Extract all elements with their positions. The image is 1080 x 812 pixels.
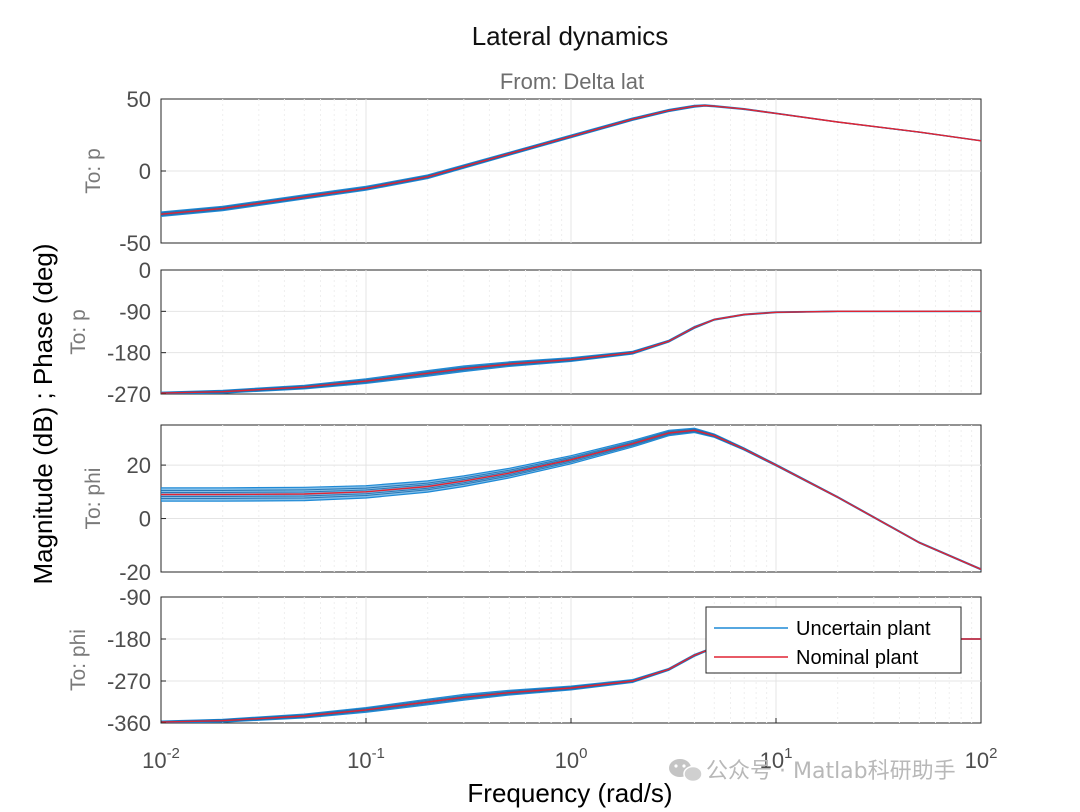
grid-lines-0: [161, 99, 981, 243]
x-tick-label-3: 101: [760, 745, 793, 773]
legend-box: [705, 606, 962, 674]
y-tick-label-1-2: -180: [107, 341, 151, 366]
nominal-line-1: [161, 310, 981, 394]
panel-0: 50 0 -50 To: p: [82, 87, 982, 256]
series-group-2: [161, 427, 981, 571]
x-tick-label-4: 102: [965, 745, 998, 773]
uncertain-band-3: [161, 638, 981, 723]
row-label-3: To: phi: [67, 629, 90, 691]
y-axis-label: Magnitude (dB) ; Phase (deg): [28, 243, 58, 584]
y-tick-label-1-1: -90: [119, 299, 151, 324]
panel-2: 20 0 -20 To: phi: [82, 424, 982, 585]
x-tick-label-2: 100: [555, 745, 588, 773]
uncertain-band-2: [161, 427, 981, 571]
y-tick-label-2-1: 0: [139, 507, 151, 532]
legend-entry-uncertain: Uncertain plant: [796, 618, 931, 640]
x-tick-label-1: 10-1: [347, 745, 385, 773]
y-tick-label-0-1: 0: [139, 159, 151, 184]
legend: Uncertain plant Nominal plant: [705, 606, 962, 674]
uncertain-band-1: [161, 310, 981, 394]
chart-title: Lateral dynamics: [472, 21, 669, 51]
row-label-2: To: phi: [82, 468, 105, 530]
y-tick-label-2-2: -20: [119, 560, 151, 585]
row-label-1: To: p: [67, 309, 90, 355]
column-label: From: Delta lat: [500, 69, 644, 94]
grid-lines-1: [161, 270, 981, 394]
x-axis-label: Frequency (rad/s): [467, 778, 672, 808]
x-tick-label-0: 10-2: [142, 745, 180, 773]
y-tick-label-0-0: 50: [127, 87, 151, 112]
x-tick-labels: 10-2 10-1 100 101 102: [142, 718, 997, 773]
row-label-0: To: p: [82, 148, 105, 194]
y-tick-label-1-3: -270: [107, 382, 151, 407]
watermark: 公众号 · Matlab科研助手: [669, 759, 956, 784]
y-tick-label-3-0: -90: [119, 585, 151, 610]
series-group-0: [161, 104, 981, 218]
y-tick-label-0-2: -50: [119, 231, 151, 256]
y-tick-label-2-0: 20: [127, 453, 151, 478]
watermark-text: 公众号 · Matlab科研助手: [706, 759, 956, 784]
legend-entry-nominal: Nominal plant: [796, 647, 919, 669]
nominal-line-0: [161, 104, 981, 215]
y-tick-label-3-3: -360: [107, 711, 151, 736]
nominal-line-2: [161, 429, 981, 570]
panel-1: 0 -90 -180 -270 To: p: [67, 258, 982, 407]
y-tick-label-3-1: -180: [107, 627, 151, 652]
wechat-icon: [669, 759, 703, 783]
y-tick-label-1-0: 0: [139, 258, 151, 283]
series-group-1: [161, 310, 981, 394]
y-tick-label-3-2: -270: [107, 669, 151, 694]
grid-lines-2: [161, 425, 981, 572]
